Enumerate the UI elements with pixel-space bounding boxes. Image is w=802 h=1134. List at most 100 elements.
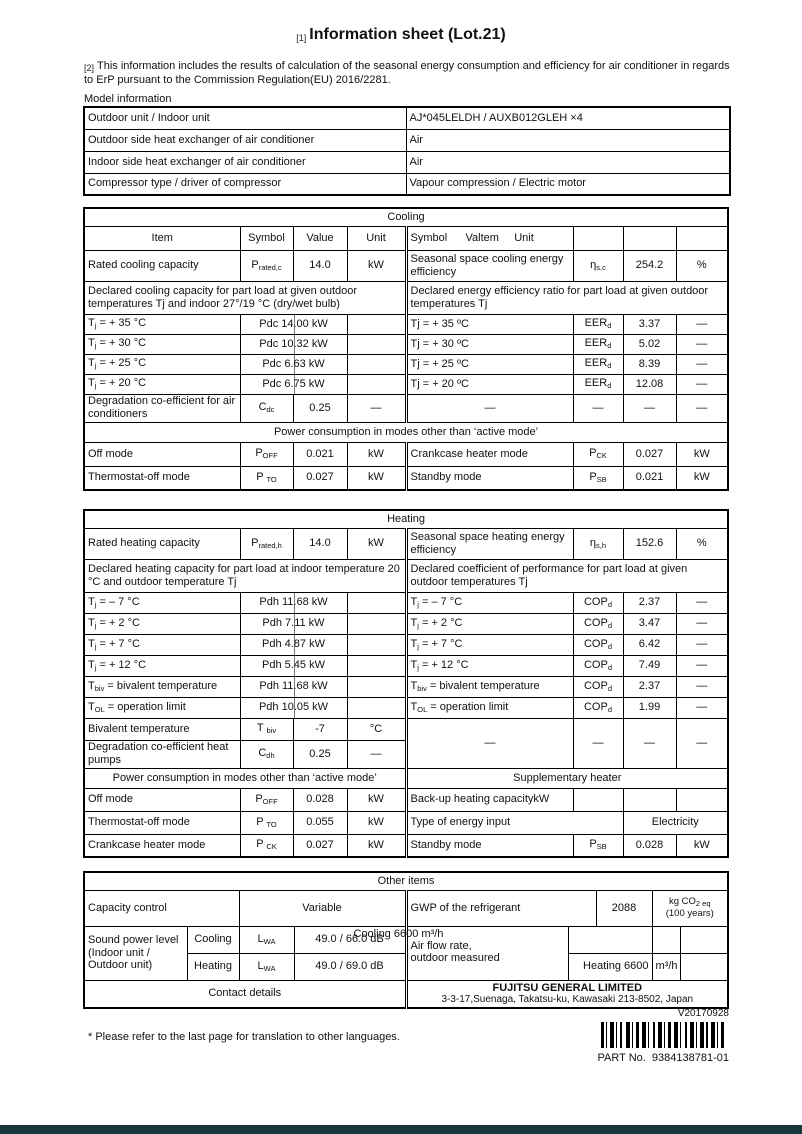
table-row: Tj = + 25 °C Pdc 6.63 kW Tj = + 25 ºC EE… [83,353,729,375]
symbol-cell: COPd [572,591,624,614]
gwp-unit-line1: kg CO2 eq [656,896,725,908]
symbol-sub: d [607,683,612,693]
empty-cell [346,633,407,656]
symbol-sub: d [607,599,612,609]
symbol-cell: Cdh [239,739,294,769]
row-label: Tj = + 12 °C [404,654,574,677]
page-bottom-edge-bar [0,1125,802,1134]
value-cell: 6.42 [622,633,677,656]
symbol-main: P [256,838,267,851]
row-label: Tj = + 25 °C [83,353,241,375]
heating-section-header: Heating [83,509,729,529]
symbol-cell: POFF [239,787,294,812]
symbol-sub: rated,h [258,540,282,550]
unit-cell: kg CO2 eq (100 years) [651,889,729,927]
symbol-cell: EERd [572,353,624,375]
bivalent-temperature-row: Bivalent temperature T biv -7 °C — — — — [83,717,729,769]
empty-cell [567,925,653,954]
unit-cell: kW [675,441,729,467]
empty-cell [346,313,407,335]
power-consumption-header-row: Power consumption in modes other than ‘a… [83,421,729,443]
unit-cell: kW [675,465,729,491]
air-flow-heating-value: Heating 6600 [567,952,653,981]
unit-cell: kW [346,810,407,835]
table-row: Outdoor unit / Indoor unit AJ*045LELDH /… [83,106,731,130]
col-header-item: Item [83,225,241,251]
row-label: Tj = – 7 °C [83,591,241,614]
empty-cell [572,787,624,812]
row-label: Tj = + 7 °C [83,633,241,656]
label-sub: j [94,599,97,609]
manufacturer-address: 3-3-17,Suenaga, Takatsu-ku, Kawasaki 213… [441,994,694,1006]
label-rest: = + 30 °C [96,337,147,350]
symbol-main: EER [584,337,608,350]
dash-cell: — [404,393,574,423]
symbol-cell: ηs,h [572,527,624,560]
capacity-value-cell: Pdc 14.00 kW [239,313,348,335]
air-flow-label: Air flow rate, outdoor measured [411,927,565,965]
symbol-sub: SB [596,842,607,852]
unit-cell: — [675,333,729,355]
degradation-row: Degradation co-efficient for air conditi… [83,393,729,423]
symbol-sub: d [607,361,612,371]
symbol-sub: s,h [596,540,607,550]
row-label: TOL = operation limit [83,696,241,719]
unit-cell: — [675,591,729,614]
symbol-sub: OFF [262,451,278,461]
symbol-sub: d [607,321,612,331]
value-cell: 0.027 [292,465,348,491]
page-title-text: Information sheet (Lot.21) [309,26,506,43]
value-cell: 0.055 [292,810,348,835]
gwp-unit-line2: (100 years) [665,908,714,920]
label-sub: j [94,341,97,351]
value-cell: 49.0 / 69.0 dB [293,952,407,981]
value-cell: 5.02 [622,333,677,355]
symbol-main: P [255,447,263,460]
symbol-main: η [590,258,597,271]
empty-cell [679,925,729,954]
unit-cell: — [675,654,729,677]
symbol-sub: s,c [596,262,606,272]
label-rest: = bivalent temperature [426,679,540,692]
manufacturer-cell: FUJITSU GENERAL LIMITED 3-3-17,Suenaga, … [404,979,729,1009]
label-main: T [410,700,418,713]
label-main: T [410,637,418,650]
unit-cell: kW [346,249,407,282]
dash-cell: — [572,393,624,423]
row-label: Standby mode [404,465,574,491]
symbol-cell: P CK [239,833,294,858]
row-label: Crankcase heater mode [83,833,241,858]
model-row-value: AJ*045LELDH / AUXB012GLEH ×4 [405,106,731,130]
degradation-row: Degradation co-efficient heat pumps Cdh … [83,739,728,769]
empty-cell [346,373,407,395]
capacity-value-cell: Pdh 5.45 kW [239,654,348,677]
mode-cell: Heating [186,952,240,981]
symbol-cell: Cdc [239,393,294,423]
row-label: Crankcase heater mode [404,441,574,467]
empty-cell [675,225,729,251]
label-main: T [88,357,95,370]
air-flow-heating-unit: m³/h [651,952,681,981]
label-sub: biv [94,683,105,693]
symbol-cell: COPd [572,633,624,656]
symbol-main: P [589,447,597,460]
symbol-sub: d [607,620,612,630]
value-cell: 2088 [595,889,653,927]
unit-cell: kW [346,465,407,491]
capacity-value-cell: Pdh 11.68 kW [239,675,348,698]
symbol-main: COP [583,658,608,671]
table-row: Compressor type / driver of compressor V… [83,172,731,196]
part-number: PART No. 9384138781-01 [597,1052,729,1064]
label-rest: = + 7 °C [418,637,463,650]
empty-cell [679,952,729,981]
symbol-cell: ηs,c [572,249,624,282]
col-header-unit: Unit [346,225,407,251]
empty-cell [622,225,677,251]
power-consumption-header: Power consumption in modes other than ‘a… [83,767,407,789]
model-row-value: Air [405,150,731,174]
symbol-main: P [256,470,267,483]
empty-cell [346,333,407,355]
row-label: Tj = + 20 °C [83,373,241,395]
label-main: T [88,700,95,713]
symbol-main: EER [584,357,608,370]
